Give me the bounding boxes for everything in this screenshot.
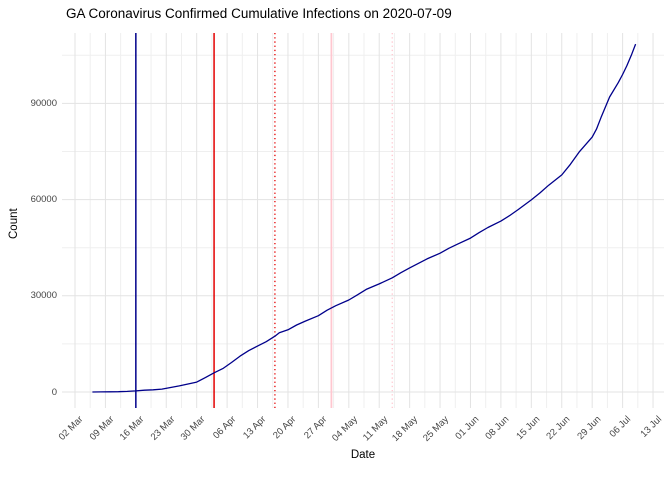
chart-title: GA Coronavirus Confirmed Cumulative Infe… bbox=[66, 6, 452, 21]
x-axis-title: Date bbox=[350, 449, 376, 461]
y-tick-label: 0 bbox=[51, 386, 57, 398]
y-tick-label: 60000 bbox=[30, 194, 57, 206]
y-axis-title: Count bbox=[8, 208, 20, 239]
y-tick-label: 30000 bbox=[30, 290, 57, 302]
y-tick-label: 90000 bbox=[30, 97, 57, 109]
series-line bbox=[92, 43, 637, 393]
